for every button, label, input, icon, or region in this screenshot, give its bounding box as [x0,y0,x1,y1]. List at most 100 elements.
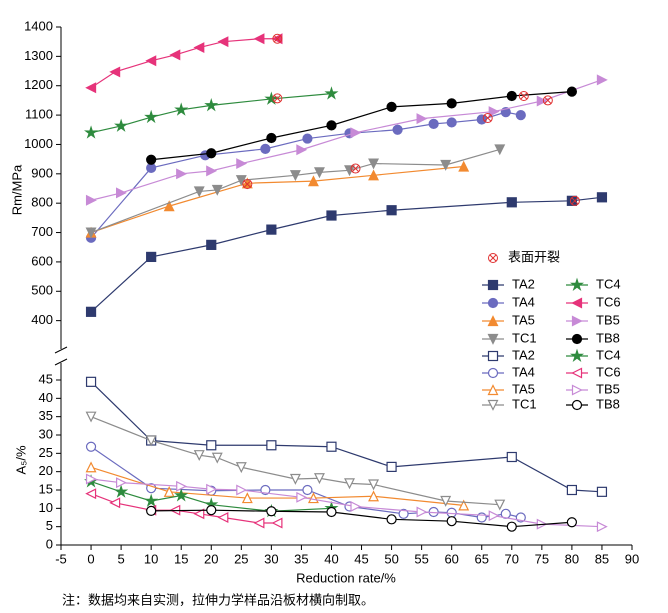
legend-label: TC1 [512,330,537,345]
legend-label: TC4 [596,276,621,291]
legend-marker [571,297,583,309]
marker [266,132,277,144]
x-tick-label: 50 [384,551,398,566]
marker [206,165,218,177]
marker [326,506,337,518]
marker [446,507,457,518]
y-tick-label: 1200 [24,77,53,92]
marker [204,98,219,112]
marker [217,512,229,523]
marker [146,154,157,165]
marker [440,495,452,507]
legend-marker [569,277,585,291]
marker [596,192,608,203]
marker [266,440,277,451]
marker [169,49,181,61]
marker [446,98,457,109]
y-tick-label: 600 [31,253,53,268]
marker [241,492,253,504]
marker [326,210,337,221]
marker [193,42,205,54]
y-axis-label: Rm/MPa [9,164,24,215]
marker [253,33,265,45]
y-tick-label: 5 [46,518,53,533]
marker [566,86,577,97]
x-tick-label: 20 [204,551,218,566]
legend-label: TC6 [596,294,621,309]
series-line [151,509,572,528]
marker [235,175,247,187]
marker [116,477,127,489]
series-line [90,38,278,89]
marker [217,36,229,48]
marker [116,187,127,199]
marker [176,480,188,492]
y-axis-label: A₅/% [13,445,28,475]
marker [326,120,337,131]
marker [206,440,217,451]
marker [428,118,439,130]
legend-marker [487,384,499,396]
marker [596,521,608,533]
marker [458,160,470,172]
x-tick-label: 40 [324,551,338,566]
marker [174,488,189,502]
x-tick-label: 80 [565,551,579,566]
marker [440,159,452,171]
legend-label: TC4 [596,347,621,362]
y-tick-label: 15 [39,481,53,496]
legend-label: TC6 [596,364,621,379]
marker [596,486,608,497]
y-tick-label: 900 [31,165,53,180]
x-tick-label: 10 [144,551,158,566]
crack-marker [542,95,553,106]
marker [85,82,97,94]
marker [536,95,548,107]
marker [307,175,319,187]
axis-break [54,358,68,366]
marker [446,117,457,128]
marker [174,102,189,116]
marker [146,505,157,516]
marker [236,158,248,170]
x-tick-label: 15 [174,551,188,566]
x-tick-label: 70 [505,551,519,566]
crack-marker [272,33,283,44]
y-tick-label: 45 [39,371,53,386]
note: 注：数据均来自实测，拉伸力学样品沿板材横向制取。 [62,592,374,607]
y-tick-label: 0 [46,536,53,551]
marker [85,194,97,206]
marker [109,66,121,78]
x-axis-label: Reduction rate/% [296,570,396,585]
x-tick-label: 5 [117,551,124,566]
marker [85,411,97,423]
marker [296,491,308,503]
marker [271,517,283,529]
marker [193,450,205,462]
legend-label: TA4 [512,364,535,379]
legend-label: TA2 [512,276,535,291]
marker [368,169,380,181]
marker [596,74,608,86]
marker [386,205,397,216]
legend-marker [487,297,499,309]
marker [235,462,247,474]
x-tick-label: -5 [55,551,67,566]
legend-label: TA5 [512,381,535,396]
marker [264,91,279,105]
marker [344,478,355,490]
marker [146,251,157,263]
series-line [151,91,572,161]
legend-marker [571,399,583,411]
x-tick-label: 0 [87,551,94,566]
crack-marker [488,253,498,263]
marker [114,484,129,498]
marker [193,186,205,198]
marker [206,239,217,250]
legend-marker [487,350,499,362]
marker [313,167,325,179]
legend-label: TC1 [512,396,537,411]
marker [302,133,313,144]
legend-marker [571,315,583,327]
